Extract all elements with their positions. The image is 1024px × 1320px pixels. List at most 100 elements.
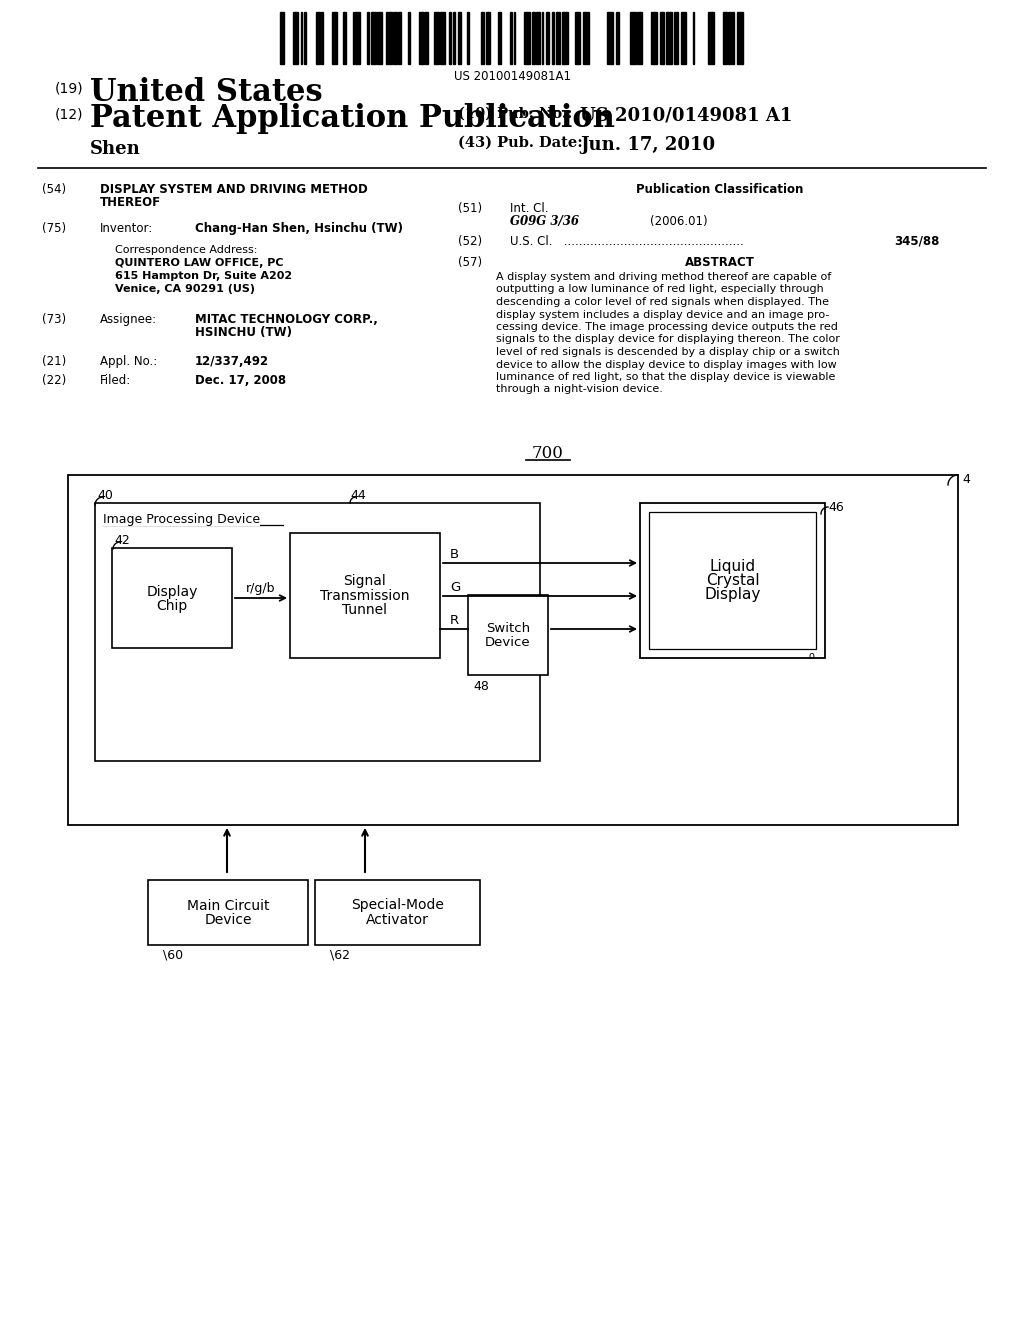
Text: (51): (51): [458, 202, 482, 215]
Text: QUINTERO LAW OFFICE, PC: QUINTERO LAW OFFICE, PC: [115, 257, 284, 268]
Text: Display: Display: [705, 587, 761, 602]
Text: (21): (21): [42, 355, 67, 368]
Text: level of red signals is descended by a display chip or a switch: level of red signals is descended by a d…: [496, 347, 840, 356]
Text: \62: \62: [330, 949, 350, 962]
Text: (75): (75): [42, 222, 67, 235]
Text: Tunnel: Tunnel: [342, 602, 387, 616]
Bar: [148, 880, 308, 945]
Bar: [510, 12, 512, 63]
Text: display system includes a display device and an image pro-: display system includes a display device…: [496, 309, 829, 319]
Bar: [95, 503, 540, 762]
Bar: [408, 12, 410, 63]
Bar: [666, 12, 672, 63]
Text: Signal: Signal: [344, 574, 386, 589]
Bar: [737, 12, 743, 63]
Bar: [321, 12, 323, 63]
Bar: [386, 12, 392, 63]
Text: U.S. Cl.: U.S. Cl.: [510, 235, 553, 248]
Bar: [434, 12, 439, 63]
Bar: [575, 12, 580, 63]
Text: Correspondence Address:: Correspondence Address:: [115, 246, 257, 255]
Bar: [398, 12, 401, 63]
Bar: [419, 12, 424, 63]
Text: luminance of red light, so that the display device is viewable: luminance of red light, so that the disp…: [496, 372, 836, 381]
Text: (2006.01): (2006.01): [650, 215, 708, 228]
Text: G: G: [450, 581, 460, 594]
Text: 4: 4: [962, 473, 970, 486]
Bar: [728, 12, 731, 63]
Bar: [315, 880, 480, 945]
Text: through a night-vision device.: through a night-vision device.: [496, 384, 663, 395]
Text: MITAC TECHNOLOGY CORP.,: MITAC TECHNOLOGY CORP.,: [195, 313, 378, 326]
Bar: [583, 12, 589, 63]
Text: Chip: Chip: [157, 599, 187, 612]
Bar: [343, 12, 346, 63]
Text: Shen: Shen: [90, 140, 140, 158]
Text: 615 Hampton Dr, Suite A202: 615 Hampton Dr, Suite A202: [115, 271, 292, 281]
Text: 40: 40: [97, 488, 113, 502]
Bar: [112, 548, 232, 648]
Text: B: B: [450, 548, 459, 561]
Text: Venice, CA 90291 (US): Venice, CA 90291 (US): [115, 284, 255, 294]
Text: Display: Display: [146, 585, 198, 599]
Text: (10) Pub. No.:: (10) Pub. No.:: [458, 107, 572, 121]
Text: Device: Device: [204, 912, 252, 927]
Bar: [556, 12, 560, 63]
Text: 48: 48: [473, 680, 488, 693]
Text: Main Circuit: Main Circuit: [186, 899, 269, 912]
Bar: [393, 12, 397, 63]
Text: cessing device. The image processing device outputs the red: cessing device. The image processing dev…: [496, 322, 838, 333]
Bar: [290, 533, 440, 657]
Text: Publication Classification: Publication Classification: [636, 183, 804, 195]
Text: o: o: [808, 651, 814, 661]
Text: Int. Cl.: Int. Cl.: [510, 202, 549, 215]
Bar: [562, 12, 568, 63]
Text: 12/337,492: 12/337,492: [195, 355, 269, 368]
Bar: [536, 12, 540, 63]
Bar: [355, 12, 360, 63]
Bar: [449, 12, 451, 63]
Text: Filed:: Filed:: [100, 374, 131, 387]
Text: descending a color level of red signals when displayed. The: descending a color level of red signals …: [496, 297, 829, 308]
Bar: [468, 595, 548, 675]
Text: \60: \60: [163, 949, 183, 962]
Bar: [458, 12, 461, 63]
Text: Switch: Switch: [486, 622, 530, 635]
Text: 345/88: 345/88: [895, 235, 940, 248]
Text: Activator: Activator: [366, 912, 429, 927]
Text: THEREOF: THEREOF: [100, 195, 161, 209]
Text: US 2010/0149081 A1: US 2010/0149081 A1: [580, 107, 793, 125]
Text: ................................................: ........................................…: [560, 235, 743, 248]
Bar: [732, 12, 734, 63]
Text: ABSTRACT: ABSTRACT: [685, 256, 755, 269]
Text: (12): (12): [55, 107, 84, 121]
Text: Assignee:: Assignee:: [100, 313, 157, 326]
Text: DISPLAY SYSTEM AND DRIVING METHOD: DISPLAY SYSTEM AND DRIVING METHOD: [100, 183, 368, 195]
Bar: [681, 12, 686, 63]
Text: Chang-Han Shen, Hsinchu (TW): Chang-Han Shen, Hsinchu (TW): [195, 222, 403, 235]
Bar: [293, 12, 298, 63]
Text: 700: 700: [532, 445, 564, 462]
Text: device to allow the display device to display images with low: device to allow the display device to di…: [496, 359, 837, 370]
Bar: [332, 12, 337, 63]
Text: Transmission: Transmission: [321, 589, 410, 602]
Bar: [651, 12, 657, 63]
Text: A display system and driving method thereof are capable of: A display system and driving method ther…: [496, 272, 831, 282]
Bar: [371, 12, 376, 63]
Text: (22): (22): [42, 374, 67, 387]
Text: G09G 3/36: G09G 3/36: [510, 215, 579, 228]
Text: Special-Mode: Special-Mode: [351, 899, 444, 912]
Bar: [546, 12, 549, 63]
Bar: [674, 12, 678, 63]
Text: Device: Device: [485, 635, 530, 648]
Bar: [637, 12, 642, 63]
Text: (57): (57): [458, 256, 482, 269]
Bar: [723, 12, 727, 63]
Bar: [68, 475, 958, 825]
Text: HSINCHU (TW): HSINCHU (TW): [195, 326, 292, 339]
Bar: [552, 12, 554, 63]
Bar: [630, 12, 636, 63]
Text: Dec. 17, 2008: Dec. 17, 2008: [195, 374, 286, 387]
Bar: [304, 12, 306, 63]
Text: Liquid: Liquid: [710, 558, 756, 574]
